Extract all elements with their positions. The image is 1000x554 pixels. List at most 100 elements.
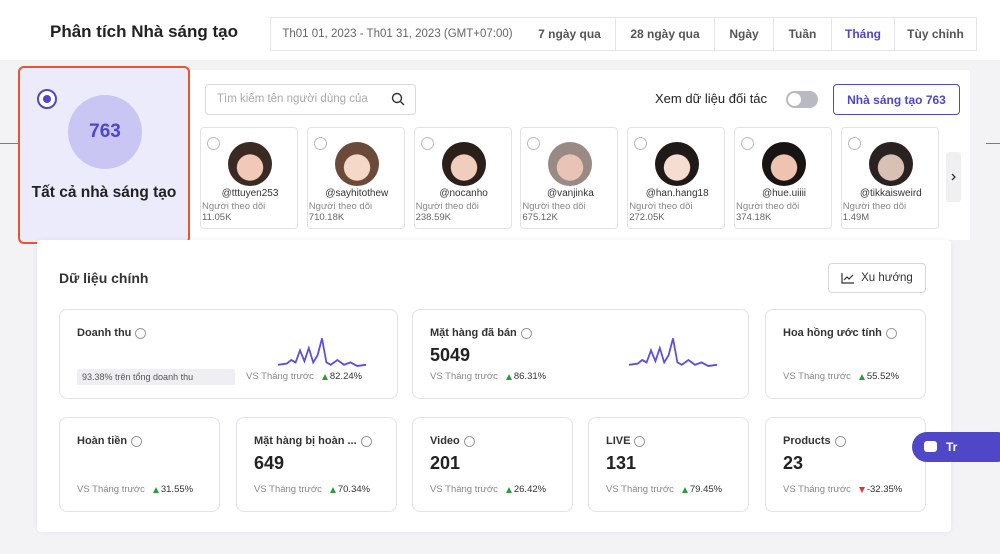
radio[interactable]: [847, 137, 861, 150]
creator-handle: @nocanho: [439, 188, 488, 199]
tab[interactable]: Tùy chỉnh: [895, 17, 977, 51]
creator-handle: @tikkaisweird: [859, 188, 922, 199]
metric-change: 86.31%: [505, 371, 546, 382]
period-tabs: 7 ngày qua 28 ngày qua Ngày Tuần Tháng T…: [524, 17, 977, 51]
trend-arrow: [858, 486, 865, 493]
avatar: [655, 142, 700, 186]
metric-name: Hoa hồng ước tính: [783, 327, 897, 339]
metric-card: Doanh thu 93.38% trên tổng doanh thu VS Th…: [59, 309, 398, 399]
followers-count: 1.49M: [842, 212, 870, 223]
trend-button[interactable]: Xu hướng: [828, 263, 926, 293]
tab[interactable]: Ngày: [715, 17, 774, 51]
metric-name: Doanh thu: [77, 327, 147, 339]
metric-share: 93.38% trên tổng doanh thu: [77, 369, 235, 385]
tab[interactable]: Tuần: [774, 17, 832, 51]
info-icon[interactable]: [834, 435, 846, 447]
metric-card: Products 23 VS Tháng trước -32.35%: [765, 417, 926, 512]
info-icon[interactable]: [463, 435, 475, 447]
metric-name-text: Hoa hồng ước tính: [783, 327, 882, 339]
metric-change: 55.52%: [858, 371, 900, 382]
followers-label: Người theo dõi: [629, 201, 693, 212]
avatar: [334, 142, 379, 186]
followers-count: 238.59K: [415, 212, 451, 223]
creator-card[interactable]: @tikkaisweird Người theo dõi 1.49M: [840, 127, 939, 229]
compare-label: VS Tháng trước: [430, 371, 498, 382]
metric-value: 201: [430, 453, 461, 473]
partner-toggle-label: Xem dữ liệu đối tác: [655, 91, 768, 106]
metric-name-text: Doanh thu: [77, 327, 132, 339]
metric-card: Video 201 VS Tháng trước 26.42%: [412, 417, 573, 512]
compare-label: VS Tháng trước: [606, 484, 674, 495]
all-creators-card[interactable]: 763 Tất cả nhà sáng tạo: [18, 66, 190, 244]
trend-icon: [841, 273, 855, 284]
metric-change: 31.55%: [152, 484, 194, 495]
creator-card[interactable]: @tttuyen253 Người theo dõi 11.05K: [200, 127, 298, 229]
creator-handle: @han.hang18: [645, 188, 709, 199]
tab[interactable]: 7 ngày qua: [524, 17, 616, 51]
metric-name: Hoàn tiền: [77, 435, 143, 447]
metric-change: 26.42%: [505, 484, 546, 495]
creator-handle: @hue.uiiii: [761, 188, 807, 199]
date-range[interactable]: Th01 01, 2023 - Th01 31, 2023 (GMT+07:00…: [270, 17, 524, 51]
creators-button[interactable]: Nhà sáng tạo 763: [833, 84, 960, 115]
search-icon[interactable]: [391, 92, 405, 106]
info-icon[interactable]: [520, 327, 532, 339]
compare-label: VS Tháng trước: [246, 371, 314, 382]
creator-card[interactable]: @han.hang18 Người theo dõi 272.05K: [627, 127, 726, 229]
compare-label: VS Tháng trước: [254, 484, 322, 495]
creator-card[interactable]: @nocanho Người theo dõi 238.59K: [413, 127, 512, 229]
trend-arrow: [329, 486, 336, 493]
sparkline: [277, 338, 367, 367]
change-value: 82.24%: [329, 371, 363, 382]
creator-handle: @vanjinka: [546, 188, 594, 199]
chat-button[interactable]: Tr: [912, 432, 1000, 462]
radio-selected[interactable]: [37, 89, 57, 109]
info-icon[interactable]: [885, 327, 897, 339]
metric-name-text: Products: [783, 435, 831, 447]
creator-handle: @sayhitothew: [325, 188, 389, 199]
followers-label: Người theo dõi: [415, 201, 479, 212]
metric-compare: VS Tháng trước 86.31%: [430, 371, 546, 382]
trend-arrow: [505, 486, 512, 493]
trend-arrow: [858, 373, 865, 380]
change-value: 31.55%: [160, 484, 194, 495]
compare-label: VS Tháng trước: [430, 484, 498, 495]
metric-name-text: Video: [430, 435, 460, 447]
page-title: Phân tích Nhà sáng tạo: [50, 22, 238, 41]
radio[interactable]: [207, 137, 220, 150]
trend-arrow: [152, 486, 159, 493]
radio[interactable]: [527, 137, 541, 150]
search-input[interactable]: Tìm kiếm tên người dùng của: [205, 84, 416, 115]
followers-count: 374.18K: [736, 212, 772, 223]
sparkline-path: [277, 338, 367, 367]
trend-arrow: [505, 373, 512, 380]
info-icon[interactable]: [131, 435, 143, 447]
avatar: [868, 142, 913, 186]
trend-label: Xu hướng: [861, 272, 913, 284]
creator-card[interactable]: @sayhitothew Người theo dõi 710.18K: [306, 127, 405, 229]
tab[interactable]: 28 ngày qua: [616, 17, 715, 51]
next-arrow[interactable]: [946, 152, 961, 202]
radio[interactable]: [741, 137, 754, 150]
metric-compare: VS Tháng trước 55.52%: [783, 371, 899, 382]
metric-card: Hoàn tiền VS Tháng trước 31.55%: [59, 417, 220, 512]
radio[interactable]: [420, 137, 434, 150]
sparkline-path: [628, 338, 718, 367]
tab-active[interactable]: Tháng: [832, 17, 895, 51]
info-icon[interactable]: [634, 435, 646, 447]
change-value: 55.52%: [866, 371, 900, 382]
metric-change: 70.34%: [329, 484, 370, 495]
info-icon[interactable]: [360, 435, 372, 447]
radio[interactable]: [313, 137, 327, 150]
panel-title: Dữ liệu chính: [59, 270, 149, 286]
partner-toggle[interactable]: [786, 91, 818, 108]
info-icon[interactable]: [135, 327, 147, 339]
metric-name-text: Mặt hàng đã bán: [430, 327, 517, 339]
radio[interactable]: [634, 137, 648, 150]
followers-label: Người theo dõi: [842, 201, 907, 212]
metric-compare: VS Tháng trước 70.34%: [254, 484, 370, 495]
metric-change: 79.45%: [681, 484, 722, 495]
creator-card[interactable]: @hue.uiiii Người theo dõi 374.18K: [734, 127, 832, 229]
creator-card[interactable]: @vanjinka Người theo dõi 675.12K: [520, 127, 619, 229]
